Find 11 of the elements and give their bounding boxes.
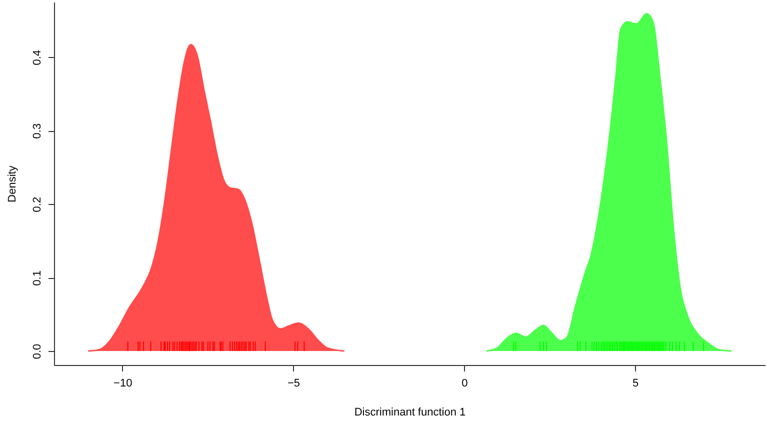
y-tick-label: 0.2: [32, 196, 44, 212]
x-tick-label: −5: [288, 378, 300, 390]
y-tick-label: 0.3: [32, 123, 44, 139]
x-tick-label: 5: [632, 378, 639, 390]
x-tick-label: −10: [114, 378, 132, 390]
x-axis-title: Discriminant function 1: [354, 406, 466, 418]
x-tick-label: 0: [462, 378, 468, 390]
y-tick-label: 0.0: [32, 344, 44, 360]
y-tick-label: 0.1: [32, 270, 44, 286]
y-axis-title: Density: [6, 165, 18, 202]
y-tick-label: 0.4: [32, 50, 44, 66]
